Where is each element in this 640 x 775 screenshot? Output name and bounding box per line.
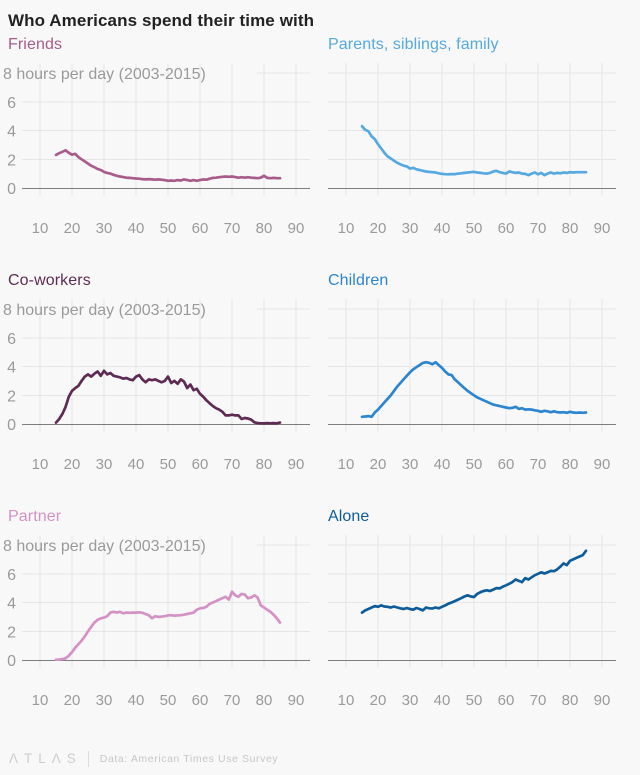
x-tick-label: 80	[562, 456, 579, 473]
partner-line-chart: 10 20 30 40 50 60 70 80 908 hours per day (2003-…	[3, 535, 310, 709]
x-tick-label: 60	[192, 220, 209, 237]
x-tick-label: 50	[160, 692, 177, 709]
x-tick-label: 20	[370, 456, 387, 473]
x-tick-label: 50	[466, 220, 483, 237]
x-tick-label: 30	[96, 692, 113, 709]
x-tick-label: 40	[128, 692, 145, 709]
x-tick-label: 30	[96, 456, 113, 473]
x-tick-label: 20	[64, 220, 81, 237]
footer-divider	[87, 750, 89, 767]
x-tick-label: 30	[402, 220, 419, 237]
x-tick-label: 20	[64, 456, 81, 473]
x-tick-label: 40	[128, 456, 145, 473]
chart-cell-partner: Partner 10 20 30 40 50 60 70 80 90 8 hours per da…	[0, 506, 320, 742]
x-tick-label: 90	[288, 456, 305, 473]
y-tick-label: 4	[7, 596, 16, 613]
y-tick-label: 6	[7, 331, 16, 348]
x-tick-label: 20	[64, 692, 81, 709]
x-tick-label: 30	[96, 220, 113, 237]
x-tick-label: 40	[434, 220, 451, 237]
series-line	[360, 360, 588, 419]
x-tick-label: 10	[338, 456, 355, 473]
x-tick-label: 80	[256, 456, 273, 473]
x-tick-label: 90	[594, 692, 611, 709]
x-tick-label: 40	[128, 220, 145, 237]
chart-title-alone: Alone	[328, 508, 370, 525]
chart-cell-friends: Friends 10 20 30 40 50 60 70 80 90 8 hours per da…	[0, 34, 320, 270]
x-tick-label: 90	[594, 220, 611, 237]
y-tick-label: 0	[7, 653, 16, 670]
chart-cell-children: Children 10 20 30 40 50 60 70 80 90	[320, 270, 640, 506]
x-tick-label: 40	[434, 456, 451, 473]
parents-line-chart: 10 20 30 40 50 60 70 80 90	[328, 63, 616, 237]
series-line	[360, 549, 588, 614]
atlas-logo: ΛTLΛS	[9, 751, 82, 766]
y-tick-label: 6	[7, 95, 16, 112]
x-tick-label: 60	[498, 692, 515, 709]
series-line	[54, 590, 282, 662]
x-tick-label: 50	[466, 692, 483, 709]
y-axis-unit-label: 8 hours per day (2003-2015)	[3, 538, 206, 555]
y-tick-label: 2	[7, 152, 16, 169]
x-tick-label: 50	[160, 456, 177, 473]
small-multiples-grid: Friends 10 20 30 40 50 60 70 80 90 8 hours per da…	[0, 34, 640, 742]
chart-cell-parents: Parents, siblings, family 10 20 30 40 50 60 70…	[320, 34, 640, 270]
x-tick-label: 60	[498, 456, 515, 473]
x-tick-label: 80	[256, 692, 273, 709]
x-tick-label: 70	[224, 456, 241, 473]
x-tick-label: 80	[562, 220, 579, 237]
x-tick-label: 60	[498, 220, 515, 237]
x-tick-label: 70	[530, 692, 547, 709]
x-tick-label: 20	[370, 220, 387, 237]
x-tick-label: 80	[256, 220, 273, 237]
y-tick-label: 2	[7, 388, 16, 405]
alone-line-chart: 10 20 30 40 50 60 70 80 90	[328, 535, 616, 709]
chart-cell-coworkers: Co-workers 10 20 30 40 50 60 70 80 90 8 hours per…	[0, 270, 320, 506]
x-tick-label: 90	[288, 692, 305, 709]
series-line	[360, 124, 588, 177]
x-tick-label: 50	[160, 220, 177, 237]
x-tick-label: 70	[530, 220, 547, 237]
x-tick-label: 10	[32, 692, 49, 709]
y-axis-unit-label: 8 hours per day (2003-2015)	[3, 302, 206, 319]
x-tick-label: 60	[192, 456, 209, 473]
x-tick-label: 10	[338, 692, 355, 709]
y-tick-label: 0	[7, 181, 16, 198]
x-tick-label: 10	[32, 220, 49, 237]
chart-title-friends: Friends	[8, 36, 63, 53]
friends-line-chart: 10 20 30 40 50 60 70 80 908 hours per day (2003-…	[3, 63, 310, 237]
y-tick-label: 0	[7, 417, 16, 434]
coworkers-line-chart: 10 20 30 40 50 60 70 80 908 hours per day (2003-…	[3, 299, 310, 473]
x-tick-label: 70	[224, 692, 241, 709]
chart-title-partner: Partner	[8, 508, 62, 525]
series-line	[54, 369, 282, 425]
x-tick-label: 80	[562, 692, 579, 709]
chart-title-parents: Parents, siblings, family	[328, 36, 499, 53]
x-tick-label: 70	[530, 456, 547, 473]
x-tick-label: 30	[402, 692, 419, 709]
y-axis-unit-label: 8 hours per day (2003-2015)	[3, 66, 206, 83]
x-tick-label: 10	[32, 456, 49, 473]
x-tick-label: 70	[224, 220, 241, 237]
chart-title-coworkers: Co-workers	[8, 272, 91, 289]
x-tick-label: 10	[338, 220, 355, 237]
x-tick-label: 60	[192, 692, 209, 709]
series-line	[54, 148, 282, 183]
page-title: Who Americans spend their time with	[8, 11, 315, 30]
y-tick-label: 6	[7, 567, 16, 584]
x-tick-label: 50	[466, 456, 483, 473]
children-line-chart: 10 20 30 40 50 60 70 80 90	[328, 299, 616, 473]
x-tick-label: 90	[594, 456, 611, 473]
x-tick-label: 20	[370, 692, 387, 709]
y-tick-label: 2	[7, 624, 16, 641]
data-source-credit: Data: American Times Use Survey	[99, 752, 279, 765]
chart-title-children: Children	[328, 272, 389, 289]
footer: ΛTLΛS Data: American Times Use Survey	[0, 742, 640, 775]
y-tick-label: 4	[7, 124, 16, 141]
x-tick-label: 30	[402, 456, 419, 473]
x-tick-label: 40	[434, 692, 451, 709]
y-tick-label: 4	[7, 360, 16, 377]
x-tick-label: 90	[288, 220, 305, 237]
chart-cell-alone: Alone 10 20 30 40 50 60 70 80 90	[320, 506, 640, 742]
